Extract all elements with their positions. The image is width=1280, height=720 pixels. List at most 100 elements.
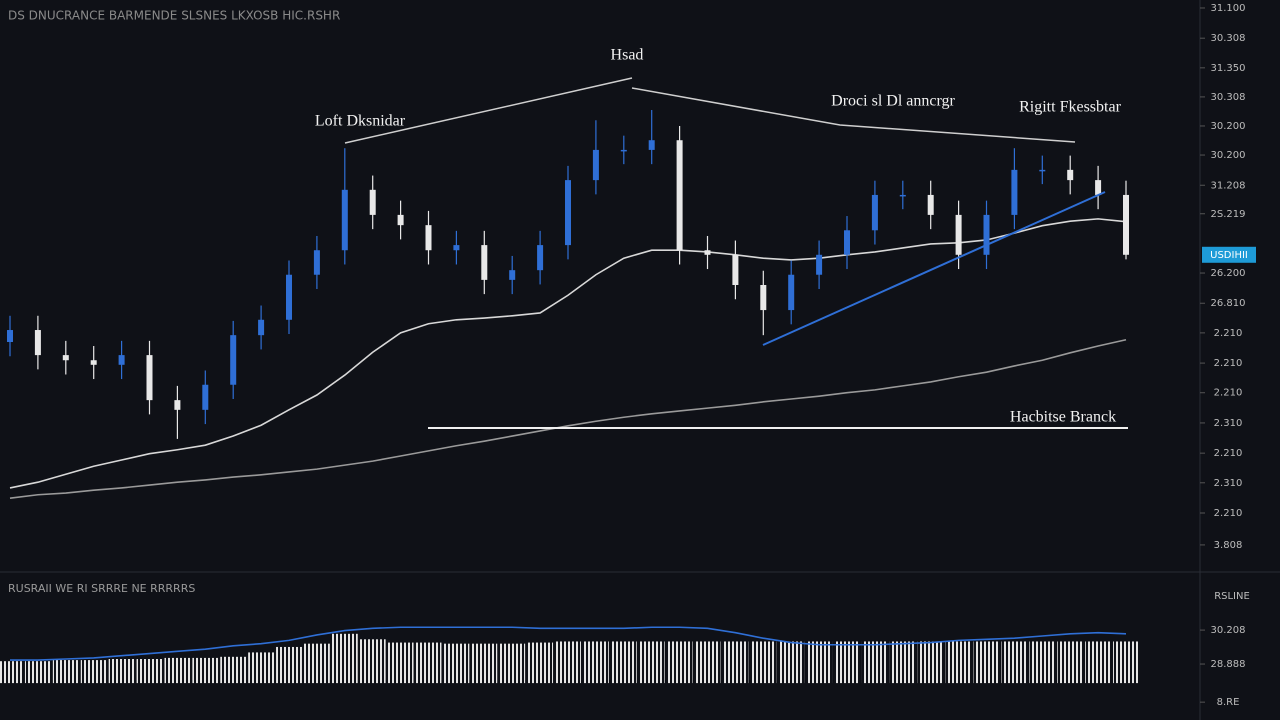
indicator-line [10, 626, 1127, 661]
candle-body [871, 194, 878, 231]
annotation-neckline: Hacbitse Branck [1010, 409, 1116, 426]
y-tick-label: 2.310 [1214, 478, 1243, 489]
moving-average [9, 218, 1127, 489]
y-tick-label: 26.200 [1211, 268, 1246, 279]
indicator-bar [694, 641, 721, 684]
indicator-label: RUSRAII WE RI SRRRE NE RRRRRS [8, 582, 195, 595]
indicator-bar [359, 639, 386, 684]
candle-body [481, 245, 488, 280]
y-tick-label: 3.808 [1214, 540, 1243, 551]
indicator-bar [1113, 641, 1139, 684]
y-tick-label: 30.200 [1211, 150, 1246, 161]
candle-body [1039, 169, 1046, 172]
indicator-bar [415, 642, 442, 684]
y-tick-label: 2.210 [1214, 448, 1243, 459]
candle-body [844, 230, 850, 255]
candle-body [425, 225, 432, 251]
current-price-box [1202, 246, 1256, 263]
indicator-bar [387, 642, 414, 684]
indicator-bar [917, 641, 944, 684]
current-price-label: USDIHII [1210, 250, 1248, 261]
indicator-bar [52, 660, 79, 684]
indicator-bar [973, 641, 1000, 684]
indicator-bar [1029, 641, 1056, 684]
candle-body [676, 140, 683, 251]
y-tick-label: 2.210 [1214, 388, 1243, 399]
support-line [762, 191, 1106, 346]
indicator-axis-title: RSLINE [1214, 591, 1250, 602]
indicator-bar [750, 641, 777, 684]
trend-line [631, 87, 1076, 143]
candle-body [7, 330, 13, 342]
candle-body [286, 274, 292, 320]
indicator-bar [303, 643, 330, 684]
candle-body [760, 285, 767, 311]
y-tick-label: 2.210 [1214, 508, 1243, 519]
y-tick-label: 2.210 [1214, 358, 1243, 369]
candle-body [146, 355, 153, 401]
y-tick-label: 30.308 [1211, 33, 1246, 44]
indicator-bar [778, 641, 805, 684]
indicator-bar [666, 641, 693, 684]
indicator-bar [80, 660, 107, 684]
annotation-center: Droci sl Dl anncrgr [831, 93, 955, 110]
indicator-bar [610, 641, 637, 684]
annotation-left-shoulder: Loft Dksnidar [315, 113, 406, 130]
candle-body [704, 250, 711, 255]
y-tick-label: 2S.219 [1211, 209, 1246, 220]
candle-body [118, 355, 125, 365]
candle-body [369, 189, 376, 215]
candle-body [202, 384, 209, 410]
indicator-bar [722, 641, 749, 684]
candle-body [788, 274, 795, 311]
indicator-bar [443, 643, 470, 684]
candle-body [230, 335, 237, 385]
indicator-bar [527, 642, 554, 684]
candle-body [620, 149, 627, 152]
candle-body [1011, 169, 1018, 215]
y-tick-label: 2.210 [1214, 328, 1243, 339]
indicator-bar [582, 641, 609, 684]
indicator-bar [276, 646, 302, 684]
indicator-bar [331, 633, 358, 684]
indicator-bar [889, 641, 916, 684]
candle-body [453, 245, 460, 251]
indicator-bar [1001, 641, 1028, 684]
indicator-bar [164, 657, 191, 684]
candle-body [341, 189, 348, 251]
candle-body [258, 319, 265, 336]
indicator-bar [834, 641, 860, 684]
chart-header: DS DNUCRANCE BARMENDE SLSNES LKXOSB HIC.… [8, 9, 340, 23]
indicator-bar [555, 641, 581, 684]
annotation-right-shoulder: Rigitt Fkessbtar [1019, 99, 1121, 116]
indicator-bar [471, 643, 498, 684]
indicator-bar [806, 641, 833, 684]
candle-body [34, 330, 41, 356]
indicator-tick-label: 30.208 [1211, 625, 1246, 636]
indicator-bar [945, 641, 972, 684]
indicator-bar [192, 657, 219, 684]
candle-body [1067, 169, 1074, 181]
candle-body [509, 270, 516, 280]
candle-body [313, 250, 320, 275]
y-tick-label: 30.308 [1211, 92, 1246, 103]
indicator-bar [24, 661, 51, 684]
candle-body [955, 214, 962, 255]
candle-body [397, 214, 404, 226]
indicator-bar [1085, 641, 1112, 684]
y-tick-label: 31.100 [1211, 3, 1246, 14]
candle-body [565, 180, 571, 246]
y-tick-label: 30.200 [1211, 121, 1246, 132]
candle-body [537, 245, 544, 271]
y-tick-label: 26.810 [1211, 298, 1246, 309]
candle-body [816, 254, 823, 275]
candle-body [174, 400, 181, 410]
candle-body [90, 360, 97, 365]
plot [7, 110, 1129, 499]
y-tick-label: 2.310 [1214, 418, 1243, 429]
candle-body [1123, 194, 1129, 255]
moving-average [9, 338, 1127, 499]
indicator-bar [1057, 641, 1084, 684]
candle-body [927, 194, 934, 215]
